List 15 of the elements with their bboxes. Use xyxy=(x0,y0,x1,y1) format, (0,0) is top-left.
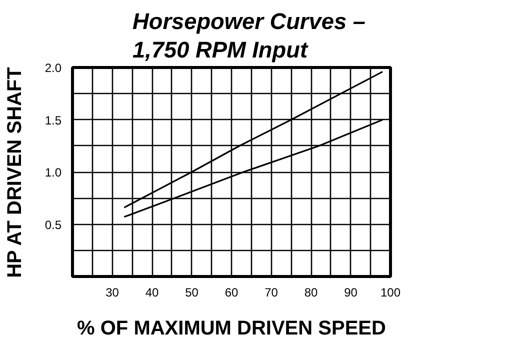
x-tick-label: 40 xyxy=(145,286,159,300)
y-axis-title: HP AT DRIVEN SHAFT xyxy=(4,67,26,278)
x-tick-label: 50 xyxy=(185,286,199,300)
x-tick-label: 90 xyxy=(344,286,358,300)
text: 2.0 xyxy=(44,61,62,75)
x-tick-label: 30 xyxy=(106,286,120,300)
y-tick-label: 0.5 xyxy=(44,218,62,232)
x-tick-label: 80 xyxy=(304,286,318,300)
x-axis-title: % OF MAXIMUM DRIVEN SPEED xyxy=(77,318,386,340)
x-tick-label: 100 xyxy=(380,286,401,300)
x-tick-label: 60 xyxy=(224,286,238,300)
chart-title: Horsepower Curves – 1,750 RPM Input xyxy=(132,8,366,62)
text: 1.0 xyxy=(44,166,62,180)
y-tick-label: 1.5 xyxy=(44,113,62,128)
x-tick-label: 70 xyxy=(264,286,278,300)
